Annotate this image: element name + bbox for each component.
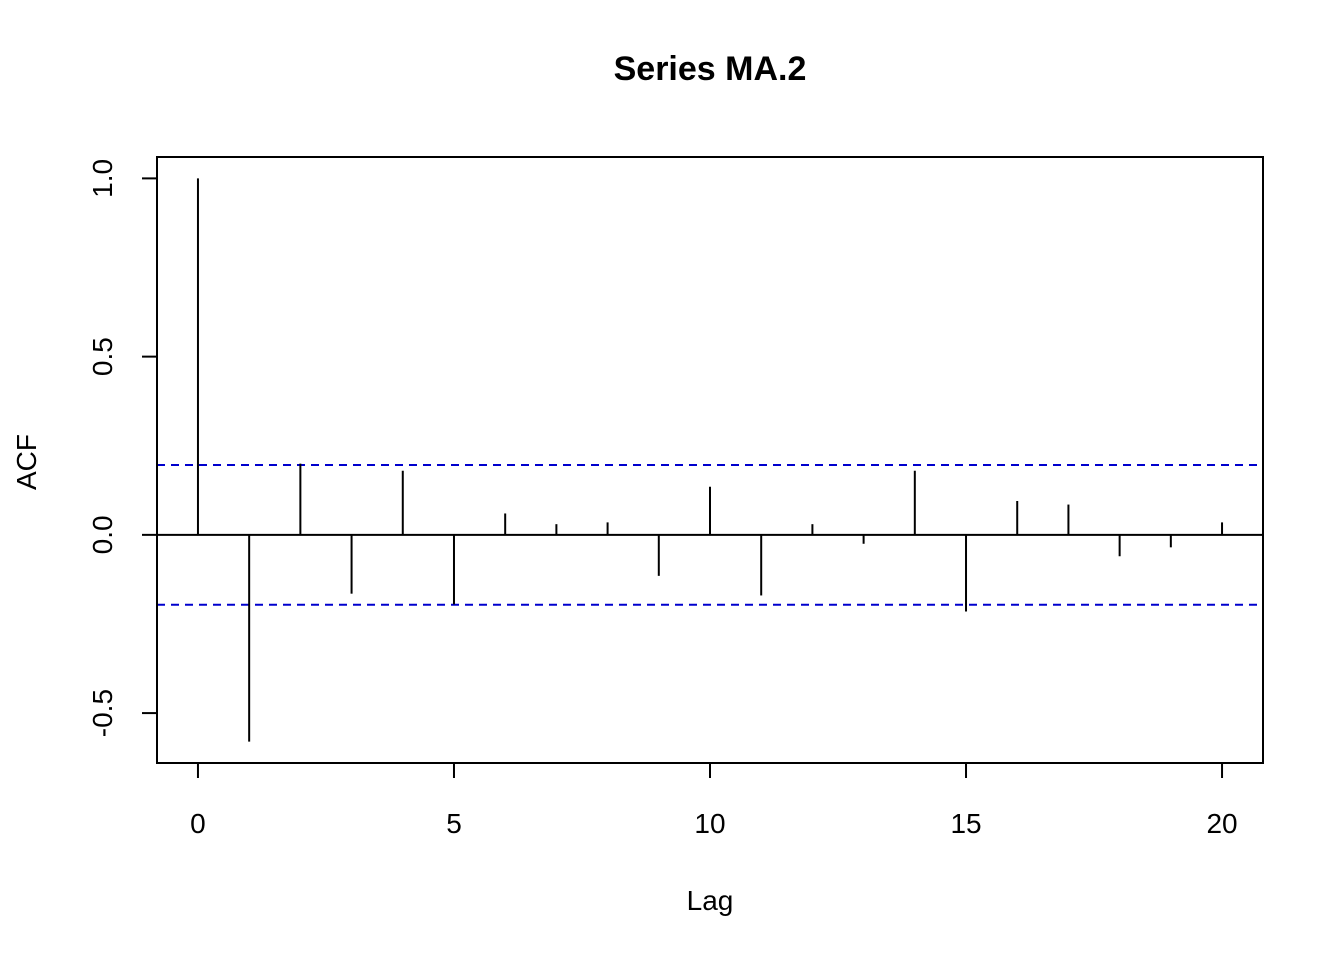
y-tick-label: 0.5 <box>87 337 118 376</box>
x-tick-label: 10 <box>694 808 725 839</box>
y-axis-label: ACF <box>11 434 42 490</box>
y-tick-label: 0.0 <box>87 515 118 554</box>
x-tick-label: 20 <box>1206 808 1237 839</box>
chart-marks: 0 5 10 15 20 -0.5 0.0 0.5 1.0 <box>87 159 1263 839</box>
chart-title: Series MA.2 <box>614 50 807 88</box>
x-tick-label: 0 <box>190 808 206 839</box>
x-tick-label: 5 <box>446 808 462 839</box>
y-tick-label: 1.0 <box>87 159 118 198</box>
y-tick-label: -0.5 <box>87 689 118 737</box>
x-tick-label: 15 <box>950 808 981 839</box>
x-axis-label: Lag <box>687 885 734 916</box>
plot-frame <box>156 156 1264 764</box>
